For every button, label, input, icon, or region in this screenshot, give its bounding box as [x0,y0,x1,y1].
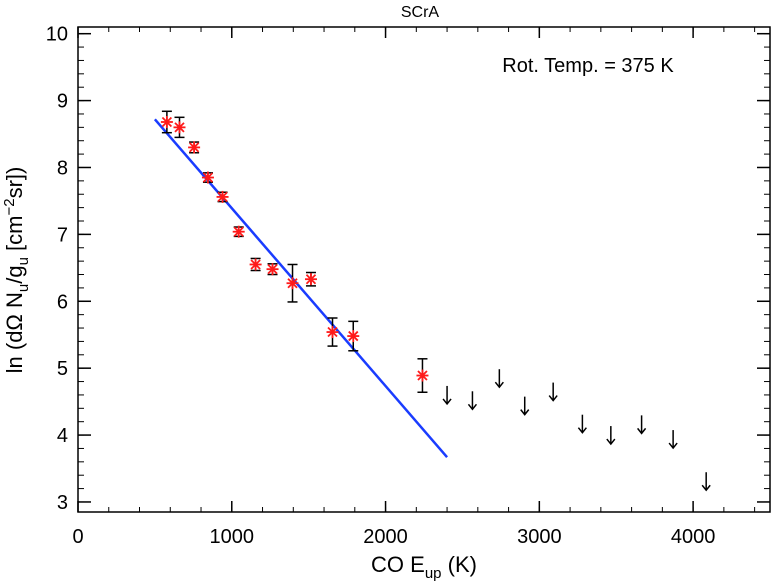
data-point [416,369,429,382]
y-label-s1: u [15,284,32,292]
chart-title: SCrA [401,4,440,21]
y-tick-label: 4 [57,425,68,447]
error-bars [161,110,428,394]
x-axis-label: CO Eup (K) [371,552,477,581]
y-tick-labels: 3 4 5 6 7 8 9 10 [46,24,68,514]
x-label-main: CO E [371,552,425,577]
x-tick-label: 2000 [363,526,408,548]
y-tick-label: 3 [57,492,68,514]
x-tick-label: 0 [72,526,83,548]
upper-limit-arrow [494,369,504,389]
y-label-p2: /g [2,265,27,283]
data-point [249,258,262,271]
y-axis-label: ln (dΩ Nu/gu [cm−2sr]) [1,167,32,374]
fit-line-layer [153,118,449,458]
data-point [286,277,299,290]
y-tick-label: 8 [57,157,68,179]
x-tick-label: 1000 [210,526,255,548]
y-tick-label: 5 [57,358,68,380]
x-tick-label: 4000 [671,526,716,548]
upper-limit-arrow [668,430,678,450]
data-point [201,171,214,184]
x-label-sub: up [425,565,442,581]
annotation-rot-temp: Rot. Temp. = 375 K [502,55,674,77]
y-label-sup: −2 [1,198,18,215]
data-point [173,121,186,134]
data-point [304,273,317,286]
data-point [347,330,360,343]
x-tick-labels: 0 1000 2000 3000 4000 [72,526,715,548]
upper-limit-arrow [577,414,587,434]
data-points [160,115,429,382]
plot-frame [77,26,771,513]
upper-limit-arrow [548,382,558,402]
data-point [216,190,229,203]
y-label-s2: u [15,257,32,265]
upper-limit-arrow [467,391,478,411]
y-label-p3: [cm [2,216,27,258]
upper-limit-arrow [701,472,711,492]
upper-limits [442,369,711,492]
fit-line [153,118,449,458]
upper-limit-arrow [637,415,647,435]
y-tick-label: 7 [57,224,68,246]
upper-limit-arrow [520,396,530,416]
upper-limit-arrow [442,385,452,406]
data-point [326,326,339,339]
y-tick-label: 6 [57,291,68,313]
data-point [188,141,201,154]
x-tick-label: 3000 [517,526,562,548]
upper-limit-arrow [606,426,616,446]
y-label-p4: sr]) [2,167,27,199]
y-tick-label: 10 [46,24,68,46]
x-label-unit: (K) [442,552,477,577]
data-point [160,115,173,128]
y-tick-label: 9 [57,91,68,113]
y-label-p1: ln (dΩ N [2,292,27,373]
axis-ticks [77,27,770,512]
data-point [266,263,279,276]
data-point [232,225,245,238]
